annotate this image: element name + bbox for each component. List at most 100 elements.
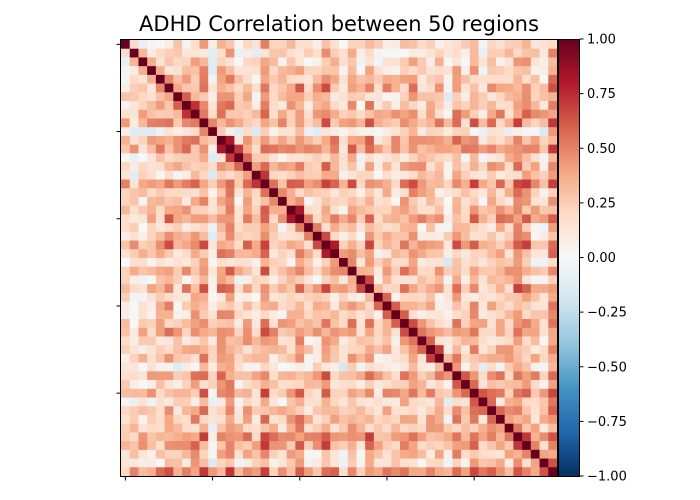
heatmap-cell — [443, 266, 453, 276]
heatmap-cell — [182, 196, 192, 207]
heatmap-cell — [190, 397, 200, 407]
heatmap-cell — [434, 449, 444, 459]
heatmap-cell — [504, 170, 514, 180]
heatmap-cell — [461, 40, 471, 50]
heatmap-cell — [304, 188, 314, 198]
heatmap-cell — [138, 353, 148, 363]
heatmap-cell — [469, 179, 479, 189]
heatmap-cell — [426, 345, 436, 355]
heatmap-cell — [513, 432, 523, 442]
heatmap-cell — [260, 170, 270, 180]
heatmap-cell — [286, 48, 296, 58]
heatmap-cell — [513, 345, 523, 355]
heatmap-cell — [339, 327, 349, 337]
heatmap-cell — [182, 179, 192, 189]
heatmap-cell — [173, 406, 183, 416]
heatmap-cell — [182, 48, 192, 58]
heatmap-cell — [138, 74, 148, 84]
heatmap-cell — [216, 301, 226, 311]
heatmap-cell — [548, 205, 558, 215]
heatmap-cell — [461, 153, 471, 163]
heatmap-cell — [339, 406, 349, 416]
heatmap-cell — [417, 319, 427, 329]
heatmap-cell — [461, 258, 471, 268]
heatmap-cell — [539, 144, 549, 154]
heatmap-cell — [539, 275, 549, 285]
heatmap-cell — [417, 258, 427, 268]
heatmap-cell — [304, 353, 314, 363]
heatmap-cell — [304, 214, 314, 224]
heatmap-cell — [243, 135, 253, 145]
heatmap-cell — [373, 266, 383, 276]
heatmap-cell — [199, 275, 209, 285]
heatmap-cell — [304, 40, 314, 50]
heatmap-cell — [164, 327, 174, 337]
heatmap-cell — [225, 92, 235, 102]
heatmap-cell — [251, 467, 261, 477]
heatmap-cell — [155, 205, 165, 215]
heatmap-cell — [286, 432, 296, 442]
heatmap-cell — [548, 310, 558, 320]
heatmap-cell — [347, 205, 357, 215]
heatmap-cell — [347, 371, 357, 381]
heatmap-cell — [391, 458, 401, 468]
heatmap-cell — [417, 83, 427, 93]
heatmap-cell — [426, 223, 436, 233]
heatmap-cell — [243, 388, 253, 398]
heatmap-cell — [382, 74, 392, 84]
heatmap-cell — [548, 135, 558, 145]
heatmap-cell — [225, 109, 235, 119]
heatmap-cell — [408, 353, 418, 363]
heatmap-cell — [138, 179, 148, 189]
heatmap-cell — [138, 135, 148, 145]
heatmap-cell — [339, 101, 349, 111]
heatmap-cell — [356, 353, 366, 363]
heatmap-cell — [548, 458, 558, 468]
heatmap-cell — [286, 74, 296, 84]
heatmap-cell — [277, 170, 288, 180]
heatmap-cell — [216, 74, 226, 84]
heatmap-cell — [347, 362, 357, 372]
heatmap-cell — [155, 388, 165, 398]
heatmap-cell — [373, 170, 383, 180]
heatmap-cell — [199, 109, 209, 119]
heatmap-cell — [522, 449, 532, 459]
heatmap-cell — [522, 371, 532, 381]
heatmap-cell — [548, 467, 558, 477]
heatmap-cell — [478, 467, 488, 477]
heatmap-cell — [286, 249, 296, 259]
heatmap-cell — [539, 310, 549, 320]
heatmap-cell — [208, 467, 218, 477]
heatmap-cell — [347, 414, 357, 425]
heatmap-cell — [199, 153, 209, 163]
heatmap-cell — [530, 92, 540, 102]
heatmap-cell — [295, 275, 305, 285]
heatmap-cell — [330, 214, 340, 224]
heatmap-cell — [347, 214, 357, 224]
heatmap-cell — [391, 292, 401, 302]
heatmap-cell — [426, 74, 436, 84]
heatmap-cell — [452, 231, 462, 241]
heatmap-cell — [417, 336, 427, 346]
heatmap-cell — [478, 414, 488, 425]
heatmap-cell — [164, 458, 174, 468]
heatmap-cell — [251, 449, 261, 459]
heatmap-cell — [321, 467, 331, 477]
heatmap-cell — [365, 109, 375, 119]
heatmap-cell — [478, 135, 488, 145]
heatmap-cell — [321, 162, 331, 172]
heatmap-cell — [339, 153, 349, 163]
heatmap-cell — [461, 48, 471, 58]
heatmap-cell — [225, 188, 235, 198]
heatmap-cell — [478, 57, 488, 67]
heatmap-cell — [487, 92, 497, 102]
heatmap-cell — [426, 423, 436, 433]
heatmap-cell — [199, 432, 209, 442]
heatmap-cell — [443, 205, 453, 215]
heatmap-cell — [155, 118, 165, 128]
heatmap-cell — [269, 179, 279, 189]
heatmap-cell — [400, 362, 410, 372]
heatmap-cell — [121, 101, 131, 111]
heatmap-cell — [417, 144, 427, 154]
heatmap-cell — [478, 240, 488, 250]
